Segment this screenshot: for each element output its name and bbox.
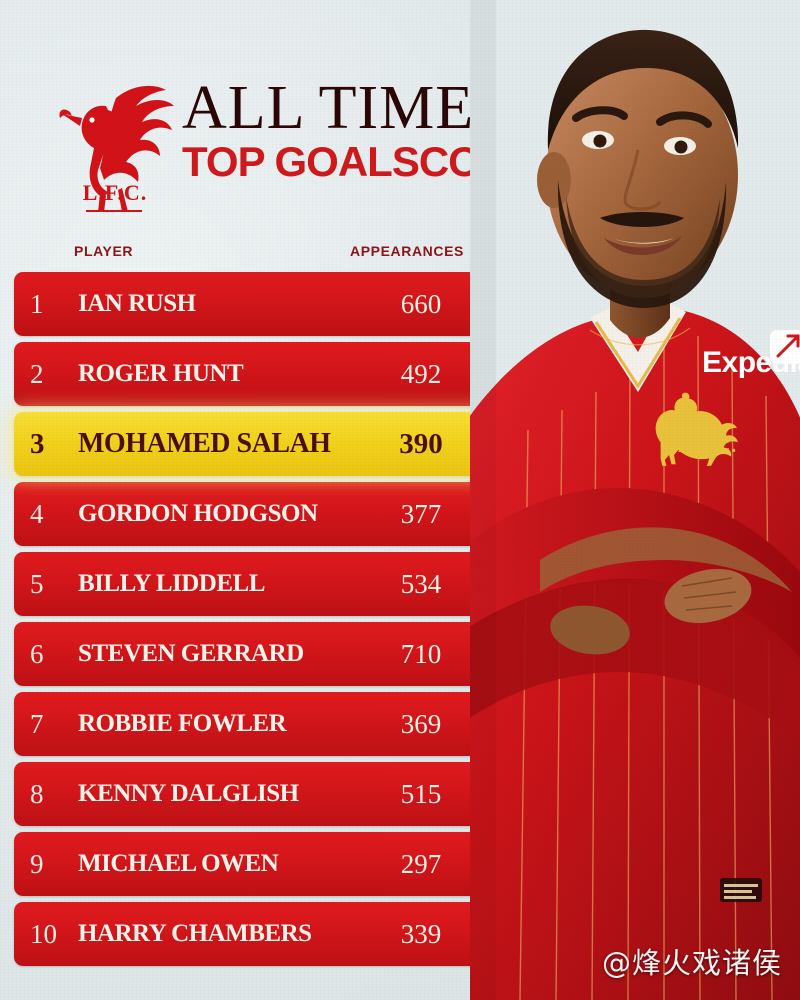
watermark: @烽火戏诸侯 — [601, 946, 782, 980]
row-appearances: 377 — [400, 498, 442, 529]
column-header-player: PLAYER — [74, 243, 134, 259]
crest-label: L.F.C. — [82, 180, 148, 205]
row-player-name: ROBBIE FOWLER — [78, 710, 287, 737]
player-photo: L.F.C. Expedia — [470, 0, 800, 1000]
row-appearances: 390 — [399, 427, 443, 460]
row-appearances: 492 — [400, 358, 442, 389]
row-rank: 1 — [30, 288, 44, 319]
row-appearances: 297 — [400, 848, 442, 879]
svg-text:L.F.C.: L.F.C. — [678, 435, 737, 457]
row-appearances: 515 — [400, 778, 442, 809]
row-appearances: 534 — [400, 568, 442, 599]
row-rank: 4 — [30, 498, 44, 529]
row-rank: 2 — [30, 358, 44, 389]
page-title: ALL TIME — [182, 74, 475, 142]
row-player-name: IAN RUSH — [78, 290, 196, 317]
row-appearances: 369 — [400, 708, 442, 739]
row-rank: 8 — [30, 778, 44, 809]
row-player-name: BILLY LIDDELL — [78, 570, 265, 597]
row-rank: 3 — [30, 427, 45, 460]
row-appearances: 660 — [400, 288, 442, 319]
row-player-name: KENNY DALGLISH — [78, 780, 299, 807]
row-player-name: GORDON HODGSON — [78, 500, 318, 527]
row-rank: 7 — [30, 708, 44, 739]
row-appearances: 710 — [400, 638, 442, 669]
row-player-name: ROGER HUNT — [78, 360, 244, 387]
row-rank: 9 — [30, 848, 44, 879]
row-rank: 6 — [30, 638, 44, 669]
row-player-name: MICHAEL OWEN — [78, 850, 279, 877]
column-header-appearances: APPEARANCES — [350, 243, 464, 259]
row-player-name: HARRY CHAMBERS — [78, 920, 312, 947]
row-appearances: 339 — [400, 918, 442, 949]
row-rank: 5 — [30, 568, 44, 599]
row-player-name: STEVEN GERRARD — [78, 640, 304, 667]
row-rank: 10 — [30, 918, 57, 949]
row-player-name: MOHAMED SALAH — [78, 428, 331, 459]
